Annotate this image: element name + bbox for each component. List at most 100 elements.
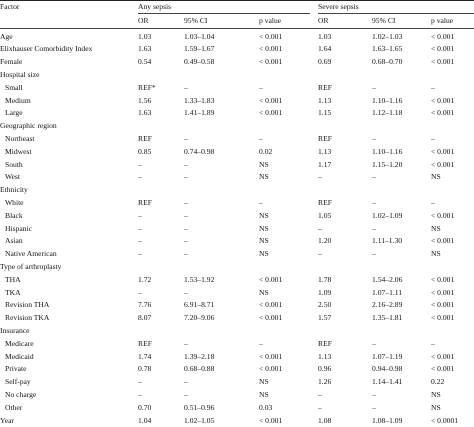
cell-p-severe: < 0.001 (431, 274, 455, 284)
table-row: Self-pay – – NS 1.26 1.14–1.41 0.22 (0, 376, 474, 389)
header-bottom-rule (0, 28, 474, 29)
row-sublabel: TKA (5, 287, 21, 297)
cell-p-any: NS (259, 210, 269, 220)
table-row: White REF – – REF – – (0, 196, 474, 209)
cell-or-any: – (138, 389, 142, 399)
cell-p-severe: – (431, 82, 435, 92)
cell-ci-any: – (184, 159, 188, 169)
cell-p-any: < 0.001 (259, 57, 283, 67)
cell-p-severe: < 0.0001 (431, 415, 459, 425)
cell-or-severe: 1.13 (318, 146, 332, 156)
cell-or-any: 1.72 (138, 274, 152, 284)
table-row: TKA – – NS 1.09 1.07–1.11 < 0.001 (0, 286, 474, 299)
cell-or-any: – (138, 249, 142, 259)
cell-ci-any: – (184, 236, 188, 246)
table-row: Revision THA 7.76 6.91–8.71 < 0.001 2.50 2.16… (0, 299, 474, 312)
table-row: West – – NS – – NS (0, 171, 474, 184)
table-row: THA 1.72 1.53–1.92 < 0.001 1.78 1.54–2.06 < 0.… (0, 273, 474, 286)
cell-p-severe: NS (431, 389, 441, 399)
cell-or-severe: – (318, 249, 322, 259)
table-row: Large 1.63 1.41–1.89 < 0.001 1.15 1.12–1.18 < … (0, 107, 474, 120)
row-label: Elixhauser Comorbidity Index (0, 44, 93, 54)
cell-ci-severe: – (372, 249, 376, 259)
cell-or-any: – (138, 223, 142, 233)
cell-p-any: < 0.001 (259, 31, 283, 41)
cell-ci-severe: 1.11–1.30 (372, 236, 403, 246)
cell-or-any: 1.56 (138, 95, 152, 105)
cell-ci-any: – (184, 133, 188, 143)
any-sepsis-underline (138, 13, 310, 14)
row-sublabel: Small (5, 82, 23, 92)
cell-or-severe: – (318, 389, 322, 399)
cell-ci-severe: 1.02–1.03 (372, 31, 403, 41)
cell-or-any: 7.76 (138, 300, 152, 310)
cell-or-severe: 1.20 (318, 236, 332, 246)
header-any-sepsis: Any sepsis (138, 2, 172, 11)
row-sublabel: White (5, 197, 24, 207)
cell-p-severe: < 0.001 (431, 159, 455, 169)
cell-p-any: NS (259, 377, 269, 387)
row-sublabel: Large (5, 108, 23, 118)
cell-p-severe: NS (431, 402, 441, 412)
row-sublabel: Midwest (5, 146, 32, 156)
cell-ci-any: – (184, 287, 188, 297)
cell-ci-any: 0.68–0.88 (184, 364, 215, 374)
cell-ci-any: 6.91–8.71 (184, 300, 215, 310)
cell-or-severe: REF (318, 82, 332, 92)
row-sublabel: No charge (5, 389, 37, 399)
cell-or-severe: 1.57 (318, 313, 332, 323)
cell-p-any: NS (259, 223, 269, 233)
cell-or-severe: 1.13 (318, 351, 332, 361)
cell-or-severe: 1.08 (318, 415, 332, 425)
cell-p-any: NS (259, 159, 269, 169)
cell-or-any: REF (138, 133, 152, 143)
table-row: Elixhauser Comorbidity Index 1.63 1.59–1.6… (0, 43, 474, 56)
row-sublabel: Other (5, 402, 23, 412)
cell-ci-severe: 1.12–1.18 (372, 108, 403, 118)
cell-or-any: 1.63 (138, 108, 152, 118)
cell-or-severe: 1.09 (318, 287, 332, 297)
cell-ci-severe: – (372, 402, 376, 412)
cell-or-any: 1.63 (138, 44, 152, 54)
header-or-any: OR (138, 16, 149, 25)
cell-ci-severe: – (372, 338, 376, 348)
cell-ci-any: 1.53–1.92 (184, 274, 215, 284)
cell-p-any: < 0.001 (259, 415, 283, 425)
row-sublabel: Revision TKA (5, 313, 50, 323)
cell-ci-any: – (184, 223, 188, 233)
cell-p-any: < 0.001 (259, 108, 283, 118)
table-row: Other 0.70 0.51–0.96 0.03 – – NS (0, 401, 474, 414)
row-label: Insurance (0, 325, 30, 335)
cell-p-severe: < 0.001 (431, 57, 455, 67)
cell-p-any: NS (259, 172, 269, 182)
cell-p-severe: – (431, 197, 435, 207)
table-row: Hispanic – – NS – – NS (0, 222, 474, 235)
cell-ci-severe: – (372, 389, 376, 399)
cell-ci-severe: 1.63–1.65 (372, 44, 403, 54)
table-row: Revision TKA 8.07 7.20–9.06 < 0.001 1.57 1.35… (0, 312, 474, 325)
row-label: Hospital size (0, 69, 40, 79)
cell-p-any: – (259, 82, 263, 92)
cell-ci-severe: – (372, 223, 376, 233)
row-sublabel: Self-pay (5, 377, 31, 387)
cell-ci-any: 1.03–1.04 (184, 31, 215, 41)
cell-p-severe: < 0.001 (431, 95, 455, 105)
table-row: Black – – NS 1.05 1.02–1.09 < 0.001 (0, 209, 474, 222)
cell-or-any: REF (138, 338, 152, 348)
cell-or-any: 1.03 (138, 31, 152, 41)
cell-or-severe: REF (318, 197, 332, 207)
cell-p-any: 0.02 (259, 146, 273, 156)
cell-or-any: – (138, 159, 142, 169)
cell-ci-any: – (184, 82, 188, 92)
cell-p-severe: < 0.001 (431, 364, 455, 374)
cell-ci-severe: 1.07–1.19 (372, 351, 403, 361)
cell-ci-any: – (184, 210, 188, 220)
cell-or-severe: 1.15 (318, 108, 332, 118)
table-row: South – – NS 1.17 1.15–1.20 < 0.001 (0, 158, 474, 171)
cell-p-severe: < 0.001 (431, 44, 455, 54)
cell-ci-any: – (184, 338, 188, 348)
table-row: Year 1.04 1.02–1.05 < 0.001 1.08 1.08–1.09 < 0… (0, 414, 474, 427)
table-row: Private 0.78 0.68–0.88 < 0.001 0.96 0.94–0.98… (0, 363, 474, 376)
header-ci-any: 95% CI (184, 16, 208, 25)
cell-p-severe: NS (431, 249, 441, 259)
